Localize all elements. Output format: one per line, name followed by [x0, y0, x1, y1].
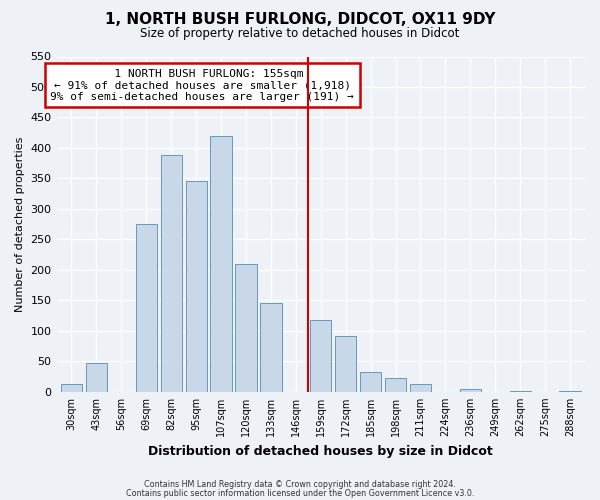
Bar: [460, 389, 481, 392]
Bar: [136, 224, 157, 392]
Y-axis label: Number of detached properties: Number of detached properties: [15, 136, 25, 312]
Bar: [410, 384, 431, 392]
Bar: [161, 156, 182, 392]
Bar: [360, 372, 381, 392]
Bar: [235, 264, 257, 392]
Text: Contains public sector information licensed under the Open Government Licence v3: Contains public sector information licen…: [126, 488, 474, 498]
Bar: [335, 336, 356, 392]
Text: 1, NORTH BUSH FURLONG, DIDCOT, OX11 9DY: 1, NORTH BUSH FURLONG, DIDCOT, OX11 9DY: [105, 12, 495, 28]
Bar: [61, 384, 82, 392]
X-axis label: Distribution of detached houses by size in Didcot: Distribution of detached houses by size …: [148, 444, 493, 458]
Text: Size of property relative to detached houses in Didcot: Size of property relative to detached ho…: [140, 28, 460, 40]
Bar: [86, 362, 107, 392]
Bar: [185, 182, 207, 392]
Text: 1 NORTH BUSH FURLONG: 155sqm
← 91% of detached houses are smaller (1,918)
9% of : 1 NORTH BUSH FURLONG: 155sqm ← 91% of de…: [50, 68, 354, 102]
Bar: [509, 390, 531, 392]
Bar: [559, 391, 581, 392]
Bar: [260, 304, 281, 392]
Bar: [211, 136, 232, 392]
Text: Contains HM Land Registry data © Crown copyright and database right 2024.: Contains HM Land Registry data © Crown c…: [144, 480, 456, 489]
Bar: [385, 378, 406, 392]
Bar: [310, 320, 331, 392]
